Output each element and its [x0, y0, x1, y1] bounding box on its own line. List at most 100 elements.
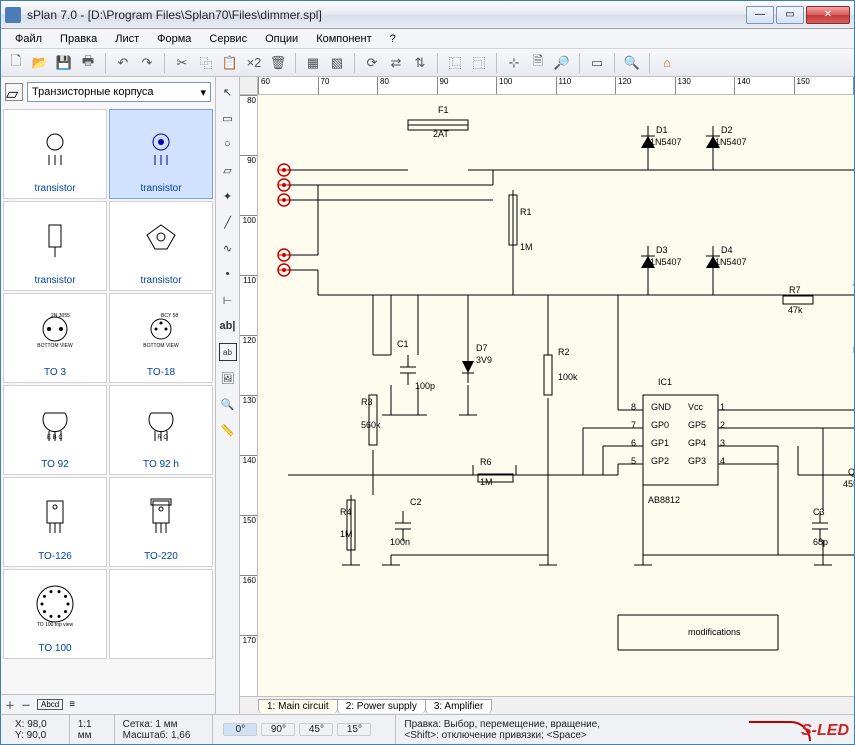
menu-Файл[interactable]: Файл — [7, 31, 50, 47]
measure-icon[interactable]: 📏 — [219, 421, 237, 439]
menu-Компонент[interactable]: Компонент — [308, 31, 379, 47]
library-cell[interactable]: E B CTO 92 — [3, 385, 107, 475]
sort-icon[interactable]: ≡ — [69, 699, 75, 710]
poly-icon[interactable]: ▱ — [219, 161, 237, 179]
minimize-button[interactable]: — — [746, 6, 774, 24]
back-icon[interactable]: ▧ — [326, 52, 348, 74]
library-cell[interactable] — [109, 569, 213, 659]
cursor-icon[interactable]: ↖ — [219, 83, 237, 101]
svg-text:GND: GND — [651, 402, 672, 412]
angle-button[interactable]: 0° — [223, 723, 257, 736]
list-icon[interactable]: 🗎 — [527, 52, 549, 74]
cut-icon[interactable]: ✂ — [171, 52, 193, 74]
plus-icon[interactable]: ＋ — [5, 697, 15, 712]
minus-icon[interactable]: － — [21, 697, 31, 712]
schematic-canvas[interactable]: F12ATD11N5407D21N5407D31N5407D41N5407R74… — [258, 95, 854, 696]
search-icon[interactable]: 🔎 — [551, 52, 573, 74]
angle-button[interactable]: 90° — [261, 723, 295, 736]
svg-text:1N5407: 1N5407 — [650, 257, 682, 267]
page-icon[interactable]: ▭ — [586, 52, 608, 74]
svg-text:D1: D1 — [656, 125, 668, 135]
undo-icon[interactable]: ↶ — [112, 52, 134, 74]
copy-icon[interactable]: ⿻ — [195, 52, 217, 74]
maximize-button[interactable]: ▭ — [776, 6, 804, 24]
ungroup-icon[interactable]: ⿹ — [468, 52, 490, 74]
abcd-icon[interactable]: Abcd — [37, 699, 63, 710]
app-icon — [5, 7, 21, 23]
grid-label: Сетка: 1 мм — [123, 719, 191, 730]
special-icon[interactable]: ✦ — [219, 187, 237, 205]
front-icon[interactable]: ▦ — [302, 52, 324, 74]
menubar: ФайлПравкаЛистФормаСервисОпцииКомпонент? — [1, 29, 854, 49]
library-cell[interactable]: transistor — [109, 201, 213, 291]
lib-icon[interactable]: ▱ — [5, 83, 23, 101]
library-cell[interactable]: TO-126 — [3, 477, 107, 567]
image-icon[interactable]: 🖼 — [219, 369, 237, 387]
svg-text:D3: D3 — [656, 245, 668, 255]
svg-text:2AT: 2AT — [433, 129, 449, 139]
snap-icon[interactable]: ⊹ — [503, 52, 525, 74]
line-icon[interactable]: ╱ — [219, 213, 237, 231]
dim-icon[interactable]: ⊢ — [219, 291, 237, 309]
library-cell[interactable]: TO-220 — [109, 477, 213, 567]
menu-?[interactable]: ? — [382, 31, 404, 47]
svg-text:68p: 68p — [813, 537, 828, 547]
sheet-tab[interactable]: 1: Main circuit — [258, 699, 338, 713]
open-icon[interactable]: 📂 — [29, 52, 51, 74]
delete-icon[interactable]: 🗑 — [267, 52, 289, 74]
svg-text:R1: R1 — [520, 207, 532, 217]
svg-text:GP5: GP5 — [688, 420, 706, 430]
scale-label: Масштаб: 1,66 — [123, 730, 191, 741]
library-cell[interactable]: transistor — [3, 109, 107, 199]
svg-text:Vcc: Vcc — [688, 402, 704, 412]
rect-icon[interactable]: ▭ — [219, 109, 237, 127]
library-cell[interactable]: TO 100 top viewTO 100 — [3, 569, 107, 659]
svg-text:5: 5 — [631, 456, 636, 466]
menu-Лист[interactable]: Лист — [107, 31, 147, 47]
close-button[interactable]: ✕ — [806, 6, 850, 24]
bezier-icon[interactable]: ∿ — [219, 239, 237, 257]
dup-icon[interactable]: ×2 — [243, 52, 265, 74]
menu-Сервис[interactable]: Сервис — [201, 31, 255, 47]
titlebar[interactable]: sPlan 7.0 - [D:\Program Files\Splan70\Fi… — [1, 1, 854, 29]
circle-icon[interactable]: ○ — [219, 135, 237, 153]
library-cell[interactable]: transistor — [3, 201, 107, 291]
svg-text:1N5407: 1N5407 — [650, 137, 682, 147]
menu-Правка[interactable]: Правка — [52, 31, 105, 47]
svg-text:1M: 1M — [520, 242, 533, 252]
library-cell[interactable]: transistor — [109, 109, 213, 199]
new-icon[interactable]: 🗋 — [5, 52, 27, 74]
magnify-icon[interactable]: 🔍 — [219, 395, 237, 413]
mirror-v-icon[interactable]: ⇅ — [409, 52, 431, 74]
sheet-tab[interactable]: 3: Amplifier — [425, 699, 492, 713]
menu-Форма[interactable]: Форма — [149, 31, 199, 47]
angle-button[interactable]: 45° — [299, 723, 333, 736]
menu-Опции[interactable]: Опции — [257, 31, 306, 47]
library-grid: transistortransistortransistortransistor… — [1, 107, 215, 694]
library-cell[interactable]: BOTTOM VIEWBCY 58TO-18 — [109, 293, 213, 383]
group-icon[interactable]: ⿺ — [444, 52, 466, 74]
mirror-h-icon[interactable]: ⇄ — [385, 52, 407, 74]
save-icon[interactable]: 💾 — [53, 52, 75, 74]
label-icon[interactable]: ab — [219, 343, 237, 361]
print-icon[interactable]: 🖶 — [77, 52, 99, 74]
rotate-icon[interactable]: ⟳ — [361, 52, 383, 74]
svg-text:BOTTOM VIEW: BOTTOM VIEW — [37, 343, 73, 349]
sheet-tab[interactable]: 2: Power supply — [337, 699, 426, 713]
library-cell[interactable]: I R OTO 92 h — [109, 385, 213, 475]
svg-text:B1: B1 — [853, 345, 854, 355]
paste-icon[interactable]: 📋 — [219, 52, 241, 74]
svg-text:modifications: modifications — [688, 627, 741, 637]
text-icon[interactable]: ab| — [219, 317, 237, 335]
redo-icon[interactable]: ↷ — [136, 52, 158, 74]
library-cell[interactable]: BOTTOM VIEW2N 3055TO 3 — [3, 293, 107, 383]
svg-text:I R O: I R O — [154, 435, 168, 441]
node-icon[interactable]: • — [219, 265, 237, 283]
zoom-icon[interactable]: 🔍 — [621, 52, 643, 74]
angle-button[interactable]: 15° — [337, 723, 371, 736]
library-dropdown[interactable]: Транзисторные корпуса ▾ — [27, 82, 211, 102]
svg-text:1: 1 — [720, 402, 725, 412]
home-icon[interactable]: ⌂ — [656, 52, 678, 74]
workspace: ▱ Транзисторные корпуса ▾ transistortran… — [1, 77, 854, 714]
title-text: sPlan 7.0 - [D:\Program Files\Splan70\Fi… — [27, 8, 746, 22]
